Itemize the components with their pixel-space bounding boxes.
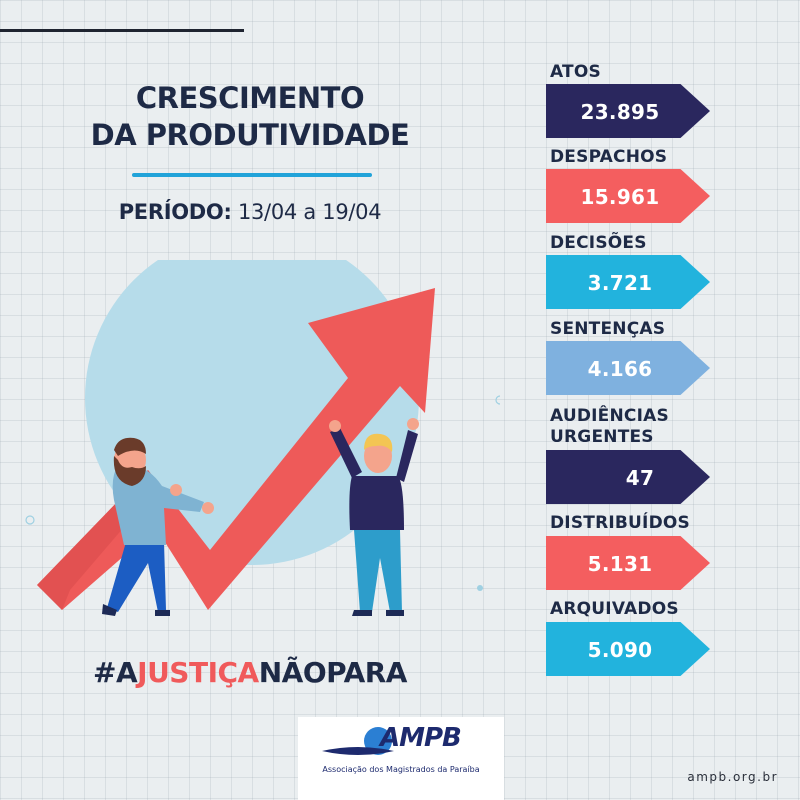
person-left-icon [102,437,214,616]
stat-value-atos: 23.895 [580,100,660,124]
stat-label-decisoes: DECISÕES [550,233,647,253]
stat-box-despachos: 15.961 [546,169,710,223]
page-title-line2: DA PRODUTIVIDADE [90,118,410,152]
stat-value-arquivados: 5.090 [587,638,653,662]
hashtag: #AJUSTIÇANÃOPARA [0,656,500,689]
growth-illustration [25,260,500,616]
page-title-line1: CRESCIMENTO [135,81,365,115]
stat-label-despachos: DESPACHOS [550,147,668,167]
title-underline [132,173,372,177]
decor-dot [495,395,500,405]
stat-box-atos: 23.895 [546,84,710,138]
stat-label-urgentes: URGENTES [550,427,654,447]
stat-box-decisoes: 3.721 [546,255,710,309]
hashtag-part1: #A [93,656,138,689]
decor-dot [25,515,35,525]
stat-value-decisoes: 3.721 [587,271,653,295]
stat-value-despachos: 15.961 [580,185,660,209]
ampb-logo: AMPB Associação dos Magistrados da Paraí… [298,717,504,800]
stat-box-sentencas: 4.166 [546,341,710,395]
logo-subtitle: Associação dos Magistrados da Paraíba [322,765,480,774]
stat-value-sentencas: 4.166 [587,357,653,381]
website-link[interactable]: ampb.org.br [687,770,778,784]
stat-label-audiencias: AUDIÊNCIAS [550,406,669,426]
hashtag-part2: JUSTIÇA [137,656,259,689]
hashtag-part3: NÃOPARA [258,656,408,689]
decor-dot [477,585,483,591]
stat-label-atos: ATOS [550,62,601,82]
stat-label-arquivados: ARQUIVADOS [550,599,679,619]
stat-box-arquivados: 5.090 [546,622,710,676]
top-decorative-line [0,29,244,32]
period-text: PERÍODO: 13/04 a 19/04 [0,200,500,224]
stat-value-audiencias-urgentes: 47 [625,466,655,490]
person-right-icon [329,418,419,616]
stat-box-audiencias-urgentes: 47 [546,450,710,504]
logo-name: AMPB [380,723,462,753]
stat-value-distribuidos: 5.131 [587,552,653,576]
period-label: PERÍODO: [118,200,232,224]
ampb-logo-icon [322,727,394,755]
stat-label-distribuidos: DISTRIBUÍDOS [550,513,690,533]
stat-box-distribuidos: 5.131 [546,536,710,590]
period-value: 13/04 a 19/04 [237,200,382,224]
stat-label-sentencas: SENTENÇAS [550,319,666,339]
